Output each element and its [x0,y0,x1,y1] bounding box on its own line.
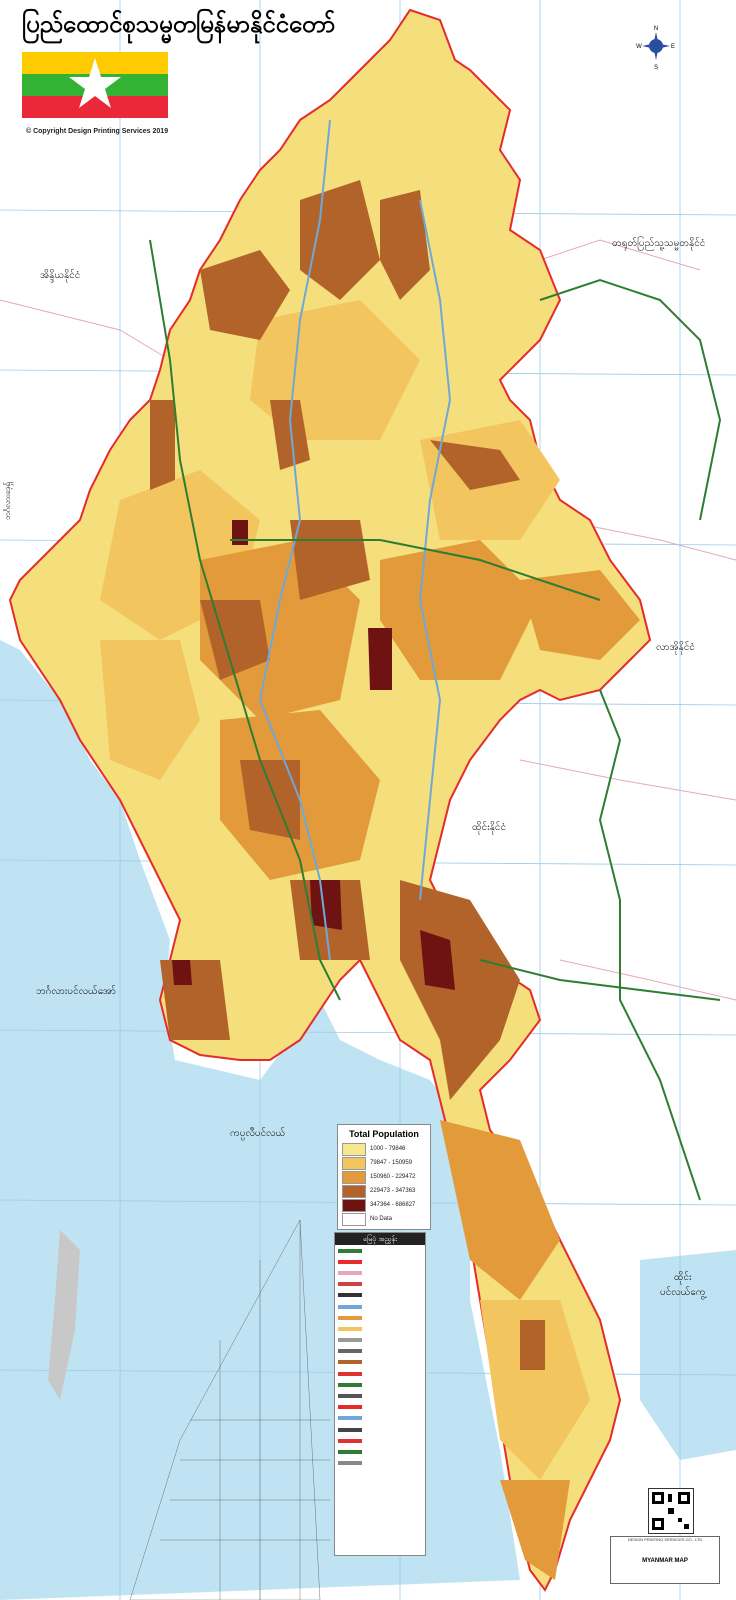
map-key: မြေပုံ အညွှန်း [334,1232,426,1556]
key-symbol [338,1282,362,1287]
label-gulf-of-thailand: ထိုင်း ပင်လယ်ကွေ့ [660,1272,706,1298]
map-key-title: မြေပုံ အညွှန်း [335,1233,425,1245]
legend-label: 150960 - 229472 [370,1174,416,1180]
legend-item: 347364 - 686827 [338,1198,430,1212]
legend-label: 347364 - 686827 [370,1202,416,1208]
key-row [335,1390,425,1401]
legend-title: Total Population [349,1129,419,1139]
publisher-box: DESIGN PRINTING SERVICES CO., LTD MYANMA… [610,1536,720,1584]
key-symbol [338,1304,362,1309]
legend-swatch [342,1156,366,1170]
key-row [335,1357,425,1368]
compass-w: W [636,44,642,50]
key-symbol [338,1326,362,1331]
key-row [335,1301,425,1312]
key-symbol [338,1259,362,1264]
label-bangladesh: ဘင်္ဂလားဒေ့ရှ် [3,482,12,520]
label-bay-of-bengal: ဘင်္ဂလားပင်လယ်အော် [36,986,117,997]
key-symbol [338,1461,362,1466]
key-symbol [338,1270,362,1275]
key-row [335,1446,425,1457]
legend-label: No Data [370,1216,393,1222]
key-row [335,1402,425,1413]
qr-code-icon [648,1488,694,1534]
key-symbol [338,1293,362,1298]
key-symbol [338,1360,362,1365]
legend-item: 150960 - 229472 [338,1170,430,1184]
label-thailand: ထိုင်းနိုင်ငံ [472,822,507,833]
key-row [335,1256,425,1267]
key-symbol [338,1371,362,1376]
key-row [335,1435,425,1446]
key-row [335,1290,425,1301]
legend-swatch [342,1212,366,1226]
legend-item: 229473 - 347363 [338,1184,430,1198]
key-symbol [338,1349,362,1354]
key-row [335,1267,425,1278]
highways [149,239,722,1201]
legend-swatch [342,1142,366,1156]
legend-swatch [342,1198,366,1212]
label-china: တရုတ်ပြည်သူ့သမ္မတနိုင်ငံ [612,238,706,249]
map-name: MYANMAR MAP [642,1558,688,1564]
key-row [335,1424,425,1435]
gulf-of-thailand [640,1250,736,1460]
legend-item: No Data [338,1212,430,1226]
label-laos: လာအိုနိုင်ငံ [656,642,695,653]
key-symbol [338,1382,362,1387]
legend-item: 1000 - 79846 [338,1142,430,1156]
copyright-text: © Copyright Design Printing Services 201… [26,128,169,135]
key-row [335,1368,425,1379]
legend-label: 1000 - 79846 [370,1146,406,1152]
key-row [335,1323,425,1334]
map-title: ပြည်ထောင်စုသမ္မတမြန်မာနိုင်ငံတော် [22,10,336,38]
legend-swatch [342,1184,366,1198]
key-symbol [338,1248,362,1253]
compass-rose-icon: N S W E [636,26,675,70]
key-symbol [338,1449,362,1454]
myanmar-flag [22,52,168,118]
legend-label: 79847 - 150959 [370,1160,413,1166]
key-symbol [338,1427,362,1432]
population-legend: Total Population 1000 - 79846 79847 - 15… [337,1124,431,1230]
compass-s: S [654,65,658,70]
key-row [335,1245,425,1256]
compass-n: N [654,26,658,32]
key-row [335,1346,425,1357]
legend-label: 229473 - 347363 [370,1188,416,1194]
key-symbol [338,1338,362,1343]
compass-e: E [671,44,675,50]
publisher-company: DESIGN PRINTING SERVICES CO., LTD [627,1537,703,1542]
key-symbol [338,1405,362,1410]
label-andaman-sea: ကပ္ပလီပင်လယ် [230,1128,286,1139]
key-symbol [338,1394,362,1399]
key-symbol [338,1416,362,1421]
key-row [335,1379,425,1390]
key-row [335,1413,425,1424]
andaman-islands [48,1230,80,1400]
key-symbol [338,1438,362,1443]
islands-inset-grid [129,1219,330,1600]
label-india: အိန္ဒိယနိုင်ငံ [40,270,81,281]
key-row [335,1335,425,1346]
legend-swatch [342,1170,366,1184]
key-symbol [338,1315,362,1320]
legend-item: 79847 - 150959 [338,1156,430,1170]
key-row [335,1312,425,1323]
key-row [335,1279,425,1290]
key-row [335,1458,425,1469]
